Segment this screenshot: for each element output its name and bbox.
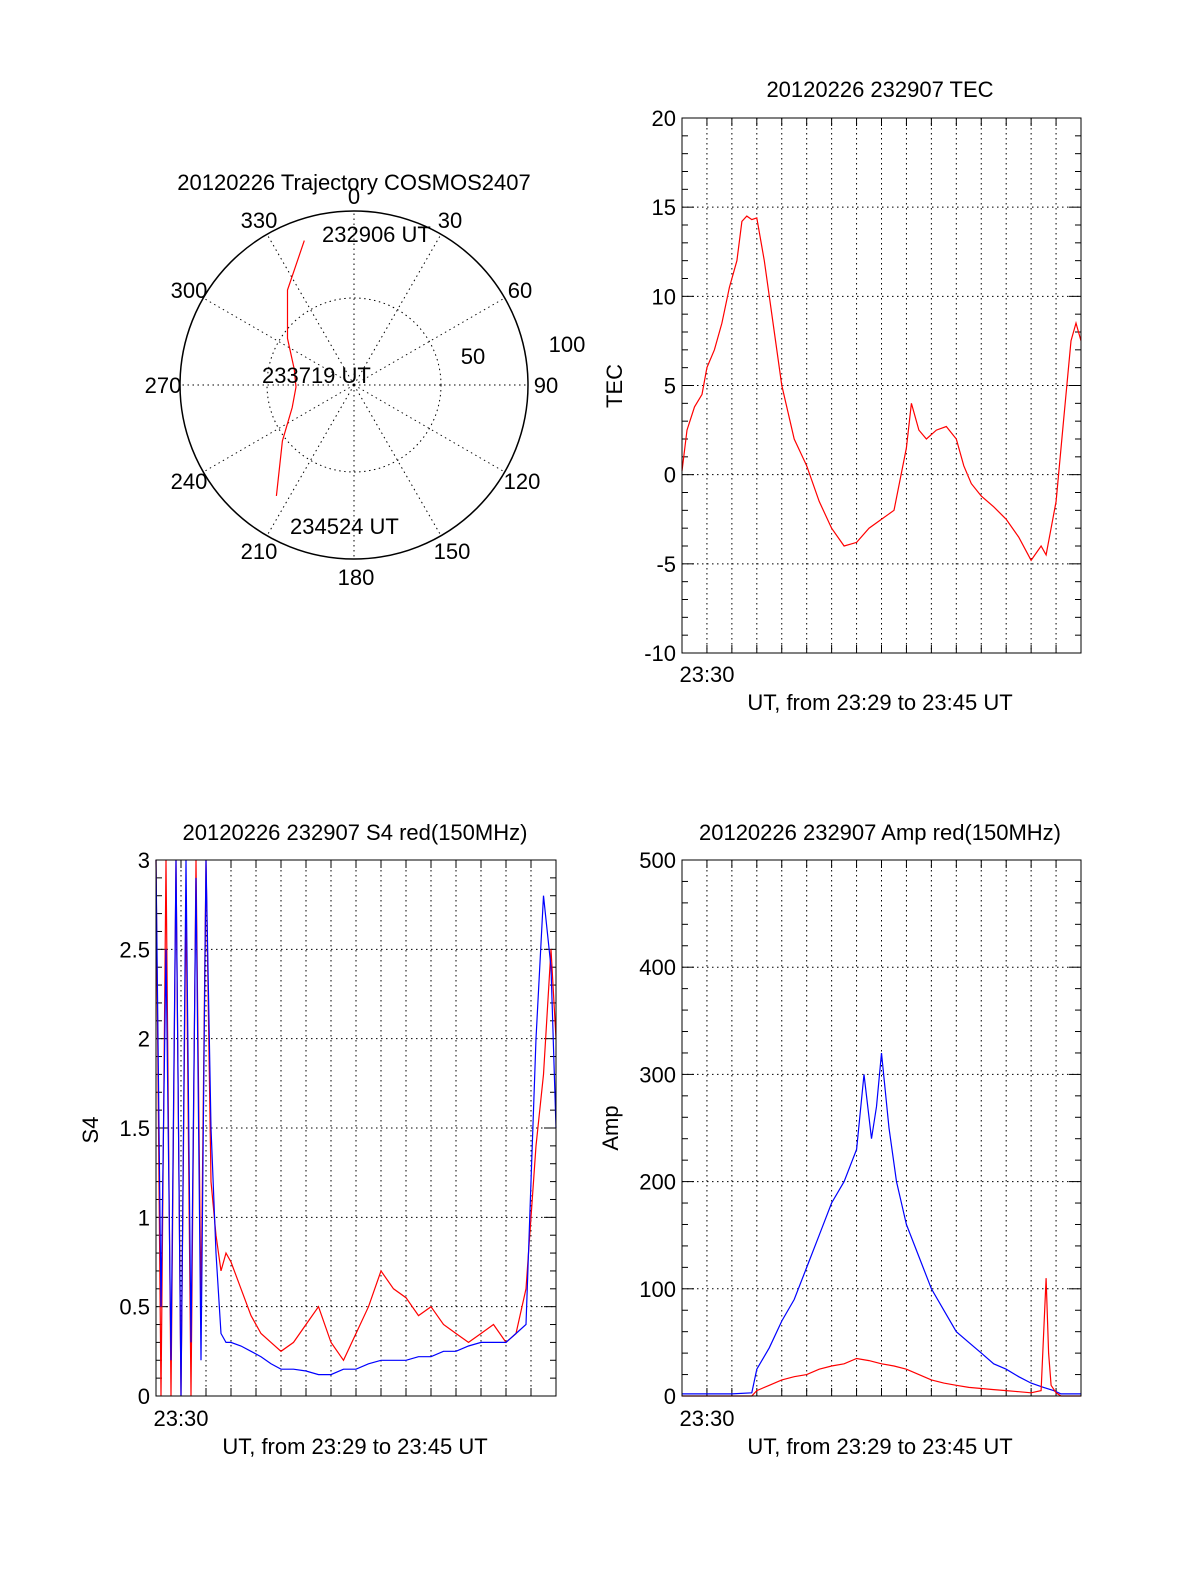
polar-spokes [180, 211, 528, 559]
amp-ytick-label-5: 0 [664, 1384, 676, 1409]
amp-y-axis-label: Amp [598, 1105, 623, 1150]
amp-plot-frame [681, 859, 1082, 1397]
polar-spoke-300 [203, 297, 355, 386]
radial-label-50: 50 [461, 344, 485, 369]
annotation-start-time: 232906 UT [322, 222, 431, 247]
polar-azimuth-labels: 0 30 60 90 120 150 180 210 240 270 300 3… [145, 184, 559, 590]
tec-plot-frame [681, 117, 1082, 654]
amp-y-tick-labels: 500 400 300 200 100 0 [639, 848, 676, 1409]
s4-plot-frame [155, 859, 557, 1397]
tec-x-tick-label: 23:30 [679, 662, 734, 687]
azimuth-label-0: 0 [348, 184, 360, 209]
azimuth-label-210: 210 [241, 539, 278, 564]
azimuth-label-90: 90 [534, 373, 558, 398]
tec-series [681, 215, 1082, 562]
s4-ytick-label-3: 1.5 [119, 1116, 150, 1141]
amp-x-tick-label: 23:30 [679, 1406, 734, 1431]
s4-ytick-label-4: 1 [138, 1205, 150, 1230]
polar-spoke-210 [266, 384, 355, 536]
s4-grid [156, 860, 556, 1396]
azimuth-label-330: 330 [241, 208, 278, 233]
s4-series-line-1 [155, 859, 557, 1397]
tec-ytick-label-3: 5 [664, 374, 676, 399]
amp-chart: 20120226 232907 Amp red(150MHz) 500 400 30… [598, 820, 1082, 1459]
tec-ytick-label-1: 15 [652, 195, 676, 220]
trajectory-track [275, 240, 305, 496]
tec-ytick-label-0: 20 [652, 106, 676, 131]
polar-title: 20120226 Trajectory COSMOS2407 [177, 170, 530, 195]
polar-spoke-150 [353, 384, 442, 536]
amp-grid [682, 860, 1081, 1396]
amp-ytick-label-2: 300 [639, 1062, 676, 1087]
azimuth-label-270: 270 [145, 373, 182, 398]
amp-axis-ticks [682, 859, 1081, 1397]
s4-x-tick-label: 23:30 [153, 1406, 208, 1431]
annotation-end-time: 234524 UT [290, 514, 399, 539]
s4-ytick-label-5: 0.5 [119, 1295, 150, 1320]
tec-x-axis-label: UT, from 23:29 to 23:45 UT [747, 690, 1012, 715]
azimuth-label-150: 150 [434, 539, 471, 564]
azimuth-label-120: 120 [504, 469, 541, 494]
tec-ytick-label-6: -10 [644, 641, 676, 666]
s4-y-axis-label: S4 [78, 1117, 103, 1144]
s4-y-tick-labels: 3 2.5 2 1.5 1 0.5 0 [119, 848, 150, 1409]
s4-ytick-label-2: 2 [138, 1027, 150, 1052]
s4-series [155, 859, 557, 1397]
s4-title: 20120226 232907 S4 red(150MHz) [183, 820, 528, 845]
azimuth-label-300: 300 [171, 278, 208, 303]
polar-spoke-120 [353, 384, 505, 473]
amp-series-line-0 [682, 1052, 1081, 1395]
s4-chart: 20120226 232907 S4 red(150MHz) 3 2.5 2 1.5 1… [78, 820, 557, 1459]
tec-title: 20120226 232907 TEC [766, 77, 993, 102]
azimuth-label-240: 240 [171, 469, 208, 494]
azimuth-label-180: 180 [338, 565, 375, 590]
amp-ytick-label-0: 500 [639, 848, 676, 873]
tec-y-tick-labels: 20 15 10 5 0 -5 -10 [644, 106, 676, 666]
azimuth-label-60: 60 [508, 278, 532, 303]
s4-ytick-label-0: 3 [138, 848, 150, 873]
annotation-mid-time: 233719 UT [262, 363, 371, 388]
polar-spoke-30 [353, 234, 442, 386]
polar-inner-ring [266, 297, 442, 473]
amp-title: 20120226 232907 Amp red(150MHz) [699, 820, 1061, 845]
polar-spoke-330 [266, 234, 355, 386]
tec-ytick-label-5: -5 [656, 552, 676, 577]
tec-ytick-label-4: 0 [664, 463, 676, 488]
s4-ytick-label-6: 0 [138, 1384, 150, 1409]
polar-spoke-240 [203, 384, 355, 473]
amp-x-axis-label: UT, from 23:29 to 23:45 UT [747, 1434, 1012, 1459]
trajectory-polar-plot: 20120226 Trajectory COSMOS2407 0 30 60 9… [145, 170, 586, 590]
s4-x-axis-label: UT, from 23:29 to 23:45 UT [222, 1434, 487, 1459]
amp-ytick-label-4: 100 [639, 1277, 676, 1302]
radial-label-100: 100 [549, 332, 586, 357]
polar-outer-ring [179, 210, 529, 560]
tec-y-axis-label: TEC [602, 364, 627, 408]
tec-grid [682, 118, 1081, 653]
azimuth-label-30: 30 [438, 208, 462, 233]
polar-spoke-60 [353, 297, 505, 386]
tec-ytick-label-2: 10 [652, 284, 676, 309]
amp-series [682, 1052, 1081, 1397]
amp-ytick-label-1: 400 [639, 955, 676, 980]
s4-ytick-label-1: 2.5 [119, 937, 150, 962]
tec-series-line-0 [681, 215, 1082, 562]
amp-series-line-1 [682, 1278, 1081, 1397]
amp-ytick-label-3: 200 [639, 1170, 676, 1195]
